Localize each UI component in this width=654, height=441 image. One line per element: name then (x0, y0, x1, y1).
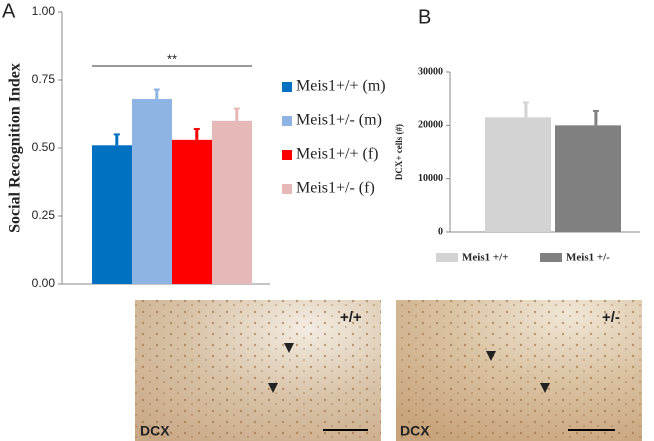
bar (212, 120, 252, 284)
stain-label: DCX (400, 423, 430, 439)
genotype-label: +/- (602, 309, 620, 326)
stain-label: DCX (140, 423, 170, 439)
legend-label: Meis1 +/- (566, 252, 610, 264)
micrograph-2 (396, 300, 642, 441)
legend-label: Meis1 +/+ (462, 252, 508, 264)
genotype-label: +/+ (340, 309, 362, 326)
panel-label: A (2, 0, 16, 22)
legend-label: Meis1+/+ (f) (296, 146, 378, 163)
legend-swatch (282, 116, 292, 126)
legend-label: Meis1+/+ (m) (296, 78, 386, 95)
y-tick-label: 0.75 (32, 72, 56, 86)
bar (132, 99, 172, 284)
legend-swatch (282, 184, 292, 194)
y-axis-label: Social Recognition Index (7, 63, 24, 233)
bar (485, 117, 551, 232)
panel-label: B (418, 6, 431, 28)
legend-swatch (436, 253, 458, 262)
y-tick-label: 0.50 (32, 140, 56, 154)
legend-swatch (282, 82, 292, 92)
micrograph-1 (135, 300, 381, 441)
legend-swatch (282, 150, 292, 160)
bar (92, 145, 132, 284)
bar (555, 125, 621, 232)
y-tick-label: 30000 (418, 66, 443, 77)
y-tick-label: 0 (438, 226, 443, 237)
y-axis-label: DCX+ cells (#) (394, 124, 404, 180)
legend-label: Meis1+/- (f) (296, 180, 375, 197)
significance-label: ** (167, 51, 177, 66)
y-tick-label: 0.00 (32, 276, 56, 290)
legend-label: Meis1+/- (m) (296, 112, 382, 129)
y-tick-label: 10000 (418, 173, 443, 184)
y-tick-label: 20000 (418, 120, 443, 131)
legend-swatch (540, 253, 562, 262)
bar (172, 139, 212, 284)
y-tick-label: 0.25 (32, 208, 56, 222)
y-tick-label: 1.00 (32, 4, 56, 18)
